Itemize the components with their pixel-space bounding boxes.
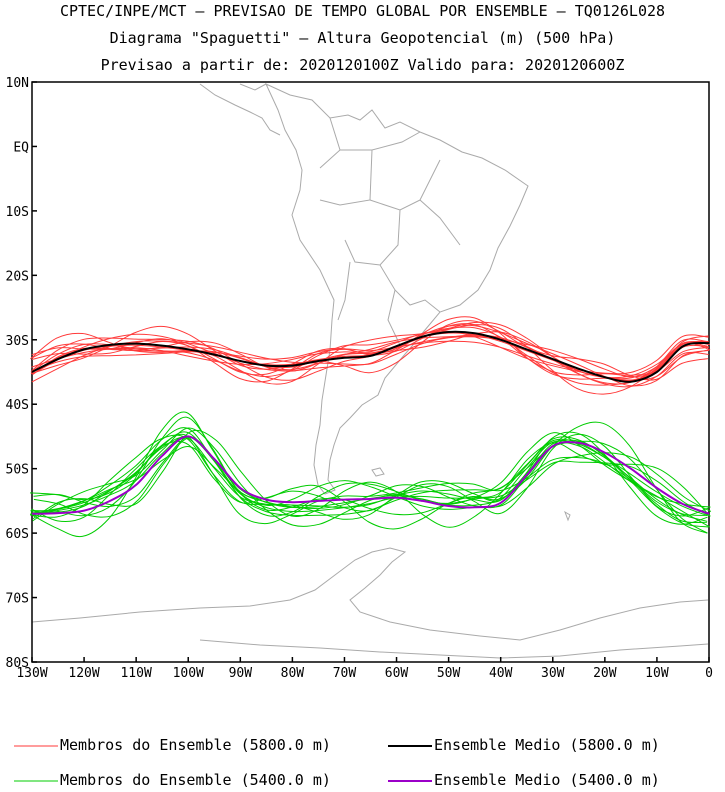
x-tick-label: 20W xyxy=(593,666,617,681)
x-tick-label: 120W xyxy=(68,666,99,681)
legend-label: Ensemble Medio (5800.0 m) xyxy=(434,736,660,754)
member-line-5800 xyxy=(30,324,708,395)
ensemble-means xyxy=(31,330,710,515)
legend-item-members-5400: Membros do Ensemble (5400.0 m) xyxy=(14,771,331,789)
ensemble-members xyxy=(29,316,712,538)
member-line-5400 xyxy=(31,427,709,528)
member-line-5400 xyxy=(30,431,708,522)
antarctica-outline xyxy=(31,547,709,641)
x-tick-label: 70W xyxy=(333,666,357,681)
x-tick-label: 10W xyxy=(645,666,669,681)
y-tick-label: 40S xyxy=(6,398,29,413)
legend-label: Membros do Ensemble (5800.0 m) xyxy=(60,736,331,754)
member-line-5800 xyxy=(30,320,708,381)
x-axis: 130W 120W 110W 100W 90W 80W 70W 60W 50W 40W 30W 20W… xyxy=(16,657,713,681)
title-line-1: CPTEC/INPE/MCT — PREVISAO DE TEMPO GLOBA… xyxy=(59,2,666,20)
y-tick-label: 60S xyxy=(6,527,29,542)
y-tick-label: 10N xyxy=(6,76,29,91)
x-tick-label: 30W xyxy=(541,666,565,681)
x-tick-label: 130W xyxy=(16,666,47,681)
member-line-5800 xyxy=(30,335,708,385)
legend-swatch-black xyxy=(388,744,432,747)
y-tick-label: EQ xyxy=(13,140,29,155)
south-georgia xyxy=(564,510,571,522)
legend-label: Membros do Ensemble (5400.0 m) xyxy=(60,771,331,789)
x-tick-label: 60W xyxy=(385,666,409,681)
ensemble-mean-line-5400 xyxy=(31,435,710,515)
member-line-5400 xyxy=(33,442,711,513)
member-line-5400 xyxy=(30,411,708,538)
falkland-islands xyxy=(371,467,385,477)
map-outlines xyxy=(31,82,709,659)
antarctica-inner-coast xyxy=(199,639,709,659)
title-line-3: Previsao a partir de: 2020120100Z Valido… xyxy=(100,56,625,74)
plot-frame xyxy=(31,81,710,663)
south-america-outline xyxy=(264,82,529,495)
member-line-5400 xyxy=(32,429,711,528)
legend-item-members-5800: Membros do Ensemble (5800.0 m) xyxy=(14,736,331,754)
x-tick-label: 110W xyxy=(120,666,151,681)
central-america-outline xyxy=(199,83,281,136)
country-borders xyxy=(319,117,461,346)
x-tick-label: 90W xyxy=(229,666,253,681)
y-tick-label: 80S xyxy=(6,656,29,671)
member-line-5800 xyxy=(31,324,710,387)
legend-swatch-red xyxy=(14,745,58,746)
legend-label: Ensemble Medio (5400.0 m) xyxy=(434,771,660,789)
y-tick-label: 10S xyxy=(6,205,29,220)
member-line-5400 xyxy=(30,431,708,525)
y-tick-label: 30S xyxy=(6,334,29,349)
y-tick-label: 20S xyxy=(6,269,29,284)
member-line-5400 xyxy=(30,416,708,534)
member-line-5400 xyxy=(32,427,710,528)
legend-item-mean-5400: Ensemble Medio (5400.0 m) xyxy=(388,771,660,789)
x-tick-label: 40W xyxy=(489,666,513,681)
legend-swatch-green xyxy=(14,780,58,781)
x-tick-label: 100W xyxy=(173,666,204,681)
x-tick-label: 0 xyxy=(705,666,713,681)
member-line-5400 xyxy=(31,433,709,523)
title-line-2: Diagrama "Spaguetti" — Altura Geopotenci… xyxy=(109,29,616,47)
legend-item-mean-5800: Ensemble Medio (5800.0 m) xyxy=(388,736,660,754)
y-axis: 10N EQ 10S 20S 30S 40S 50S 60S 70S 80S xyxy=(6,76,37,671)
member-line-5800 xyxy=(31,326,709,386)
x-tick-label: 80W xyxy=(281,666,305,681)
ensemble-mean-line-5800 xyxy=(31,330,710,383)
y-tick-label: 50S xyxy=(6,463,29,478)
y-tick-label: 70S xyxy=(6,592,29,607)
legend-swatch-purple xyxy=(388,779,432,782)
x-tick-label: 50W xyxy=(437,666,461,681)
member-line-5400 xyxy=(33,437,712,518)
